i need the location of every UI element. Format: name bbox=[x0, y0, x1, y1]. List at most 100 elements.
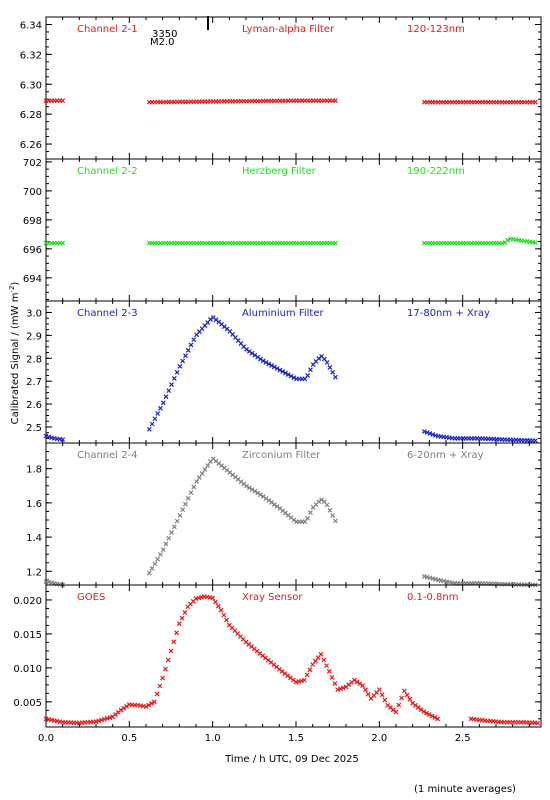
data-point bbox=[60, 98, 66, 104]
panel-5: 0.005 0.010 0.015 0.020 GOES Xray Sensor 0.1-0… bbox=[13, 584, 542, 744]
data-point bbox=[176, 621, 182, 627]
flare-id-label: 3350 bbox=[152, 29, 177, 40]
band-label: 6-20nm + Xray bbox=[407, 450, 484, 461]
channel-label: Channel 2-2 bbox=[77, 166, 138, 177]
data-point bbox=[321, 657, 327, 663]
data-point bbox=[263, 359, 269, 365]
data-point bbox=[210, 595, 216, 601]
data-point bbox=[180, 358, 186, 364]
series-points bbox=[43, 98, 538, 105]
data-point bbox=[426, 712, 432, 718]
y-tick-label: 0.005 bbox=[13, 698, 42, 709]
y-tick-label: 2.7 bbox=[26, 377, 42, 388]
panel-frame bbox=[45, 584, 542, 728]
data-point bbox=[351, 677, 357, 683]
data-point bbox=[318, 651, 324, 657]
filter-label: Zirconium Filter bbox=[242, 450, 321, 461]
band-label: 17-80nm + Xray bbox=[407, 308, 490, 319]
data-point bbox=[166, 388, 172, 394]
data-point bbox=[160, 400, 166, 406]
data-point bbox=[326, 668, 332, 674]
data-point bbox=[60, 437, 66, 442]
data-point bbox=[332, 681, 338, 686]
channel-label: Channel 2-1 bbox=[77, 24, 138, 35]
data-point bbox=[177, 363, 183, 369]
data-point bbox=[354, 679, 360, 685]
data-point bbox=[218, 607, 224, 613]
band-label: 120-123nm bbox=[407, 24, 465, 35]
panel-frame bbox=[45, 442, 542, 586]
data-point bbox=[333, 518, 338, 524]
band-label: 0.1-0.8nm bbox=[407, 592, 459, 603]
data-point bbox=[202, 467, 208, 472]
data-point bbox=[146, 702, 152, 708]
data-point bbox=[191, 484, 197, 490]
data-point bbox=[188, 490, 194, 496]
data-point bbox=[329, 674, 335, 680]
data-point bbox=[308, 367, 313, 373]
data-point bbox=[154, 691, 160, 697]
y-tick-label: 2.9 bbox=[26, 331, 42, 342]
y-tick-label: 0.010 bbox=[13, 664, 42, 675]
data-point bbox=[301, 677, 307, 683]
data-point bbox=[535, 720, 541, 726]
y-tick-label: 6.34 bbox=[20, 20, 42, 31]
data-point bbox=[60, 240, 66, 246]
data-point bbox=[224, 617, 229, 623]
panel-4: 1.2 1.4 1.6 1.8 Channel 2-4 Zirconium Filter 6… bbox=[26, 442, 542, 588]
series-points bbox=[43, 456, 538, 588]
data-point bbox=[360, 683, 366, 688]
data-point bbox=[304, 672, 310, 678]
series-points bbox=[43, 236, 538, 246]
data-point bbox=[158, 552, 163, 557]
data-point bbox=[365, 691, 371, 697]
data-point bbox=[118, 707, 124, 713]
data-point bbox=[407, 696, 413, 702]
data-point bbox=[330, 513, 336, 519]
data-point bbox=[191, 337, 197, 343]
data-point bbox=[319, 497, 324, 503]
data-point bbox=[166, 535, 172, 541]
data-point bbox=[158, 405, 163, 411]
data-point bbox=[215, 603, 221, 609]
data-point bbox=[357, 681, 363, 687]
data-point bbox=[396, 702, 402, 708]
data-point bbox=[280, 369, 286, 374]
channel-label: GOES bbox=[77, 592, 105, 603]
data-point bbox=[379, 692, 385, 698]
chart-panels: 6.26 6.28 6.30 6.32 6.34 Channel 2-1 Lyman-alp… bbox=[13, 16, 542, 744]
data-point bbox=[533, 99, 538, 105]
data-point bbox=[174, 518, 180, 524]
data-point bbox=[260, 358, 266, 364]
data-point bbox=[505, 237, 511, 243]
panel-frame bbox=[45, 16, 542, 160]
data-point bbox=[283, 370, 288, 376]
x-tick-label: 0.0 bbox=[38, 733, 54, 744]
flare-marker: 3350 M2.0 bbox=[150, 16, 209, 48]
data-point bbox=[196, 475, 202, 480]
footnote: (1 minute averages) bbox=[414, 784, 516, 795]
data-point bbox=[271, 364, 277, 370]
data-point bbox=[363, 687, 368, 693]
data-point bbox=[163, 666, 168, 672]
y-tick-label: 6.28 bbox=[20, 110, 42, 121]
x-tick-label: 0.5 bbox=[121, 733, 137, 744]
flare-class-label: M2.0 bbox=[150, 37, 175, 48]
panel-frame bbox=[45, 300, 542, 444]
data-point bbox=[213, 599, 218, 605]
data-point bbox=[160, 675, 166, 681]
y-tick-label: 1.4 bbox=[26, 533, 42, 544]
panel-frame bbox=[45, 158, 542, 302]
y-tick-label: 1.8 bbox=[26, 465, 42, 476]
y-tick-label: 0.015 bbox=[13, 630, 42, 641]
data-point bbox=[258, 492, 263, 498]
data-point bbox=[149, 421, 155, 427]
data-point bbox=[155, 411, 161, 416]
y-axis-title: Calibrated Signal / (mW m-2) bbox=[8, 282, 21, 425]
data-point bbox=[185, 495, 191, 501]
y-tick-label: 1.2 bbox=[26, 567, 42, 578]
data-point bbox=[152, 561, 158, 567]
data-point bbox=[288, 373, 294, 379]
data-point bbox=[199, 471, 205, 476]
